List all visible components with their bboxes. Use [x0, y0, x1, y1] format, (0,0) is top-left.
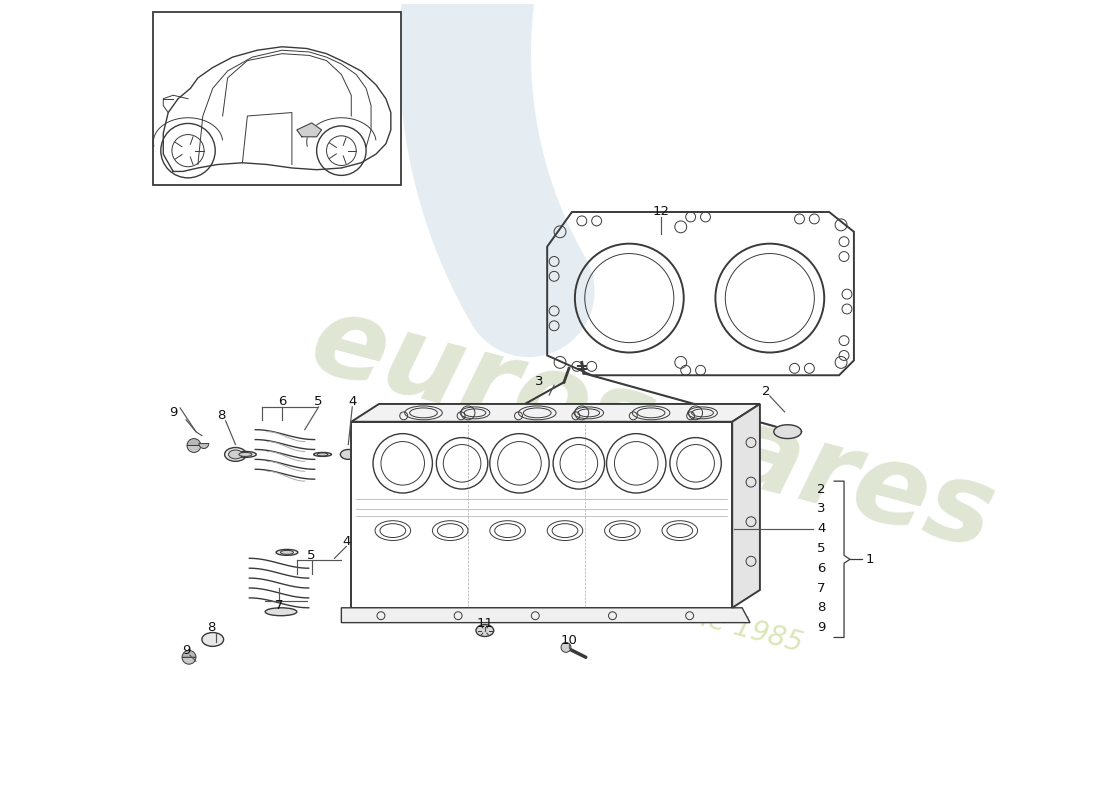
Circle shape [561, 642, 571, 652]
Wedge shape [183, 658, 196, 664]
Text: 5: 5 [817, 542, 825, 555]
Text: 9: 9 [169, 406, 177, 419]
Text: 12: 12 [652, 205, 670, 218]
Text: 1: 1 [866, 553, 874, 566]
Text: 8: 8 [208, 621, 216, 634]
Polygon shape [459, 432, 477, 442]
Wedge shape [183, 650, 196, 658]
Bar [153, 12, 400, 186]
Ellipse shape [340, 450, 356, 459]
Text: 4: 4 [817, 522, 825, 535]
Text: 8: 8 [817, 602, 825, 614]
Text: 5: 5 [315, 395, 323, 409]
Text: 9: 9 [182, 644, 190, 657]
Ellipse shape [317, 453, 328, 456]
Text: 10: 10 [561, 634, 578, 647]
Text: 3: 3 [535, 374, 543, 388]
Text: 3: 3 [817, 502, 825, 515]
Text: 8: 8 [218, 410, 226, 422]
Ellipse shape [314, 453, 331, 457]
Wedge shape [187, 438, 201, 446]
Text: 7: 7 [275, 599, 284, 612]
Polygon shape [351, 422, 733, 608]
Text: 6: 6 [817, 562, 825, 574]
Ellipse shape [276, 550, 298, 555]
Wedge shape [187, 446, 201, 453]
Ellipse shape [476, 625, 494, 637]
Wedge shape [199, 443, 209, 449]
Polygon shape [774, 425, 802, 438]
Polygon shape [341, 608, 750, 622]
Polygon shape [351, 404, 760, 422]
Text: eurospares: eurospares [300, 287, 1006, 572]
Ellipse shape [229, 450, 242, 459]
Text: a passion for parts online 1985: a passion for parts online 1985 [382, 518, 806, 658]
Ellipse shape [239, 453, 252, 457]
Text: 11: 11 [476, 617, 493, 630]
Polygon shape [297, 123, 321, 137]
Text: 4: 4 [342, 535, 351, 548]
Polygon shape [733, 404, 760, 608]
Text: 9: 9 [817, 621, 825, 634]
Ellipse shape [234, 451, 256, 458]
Ellipse shape [224, 447, 246, 462]
Text: 2: 2 [761, 385, 770, 398]
Ellipse shape [202, 633, 223, 646]
Text: 2: 2 [817, 482, 825, 495]
Ellipse shape [265, 608, 297, 616]
Ellipse shape [280, 550, 294, 554]
Text: 6: 6 [278, 395, 286, 409]
Text: 7: 7 [817, 582, 825, 594]
Text: 5: 5 [307, 549, 316, 562]
Text: 4: 4 [348, 395, 356, 409]
